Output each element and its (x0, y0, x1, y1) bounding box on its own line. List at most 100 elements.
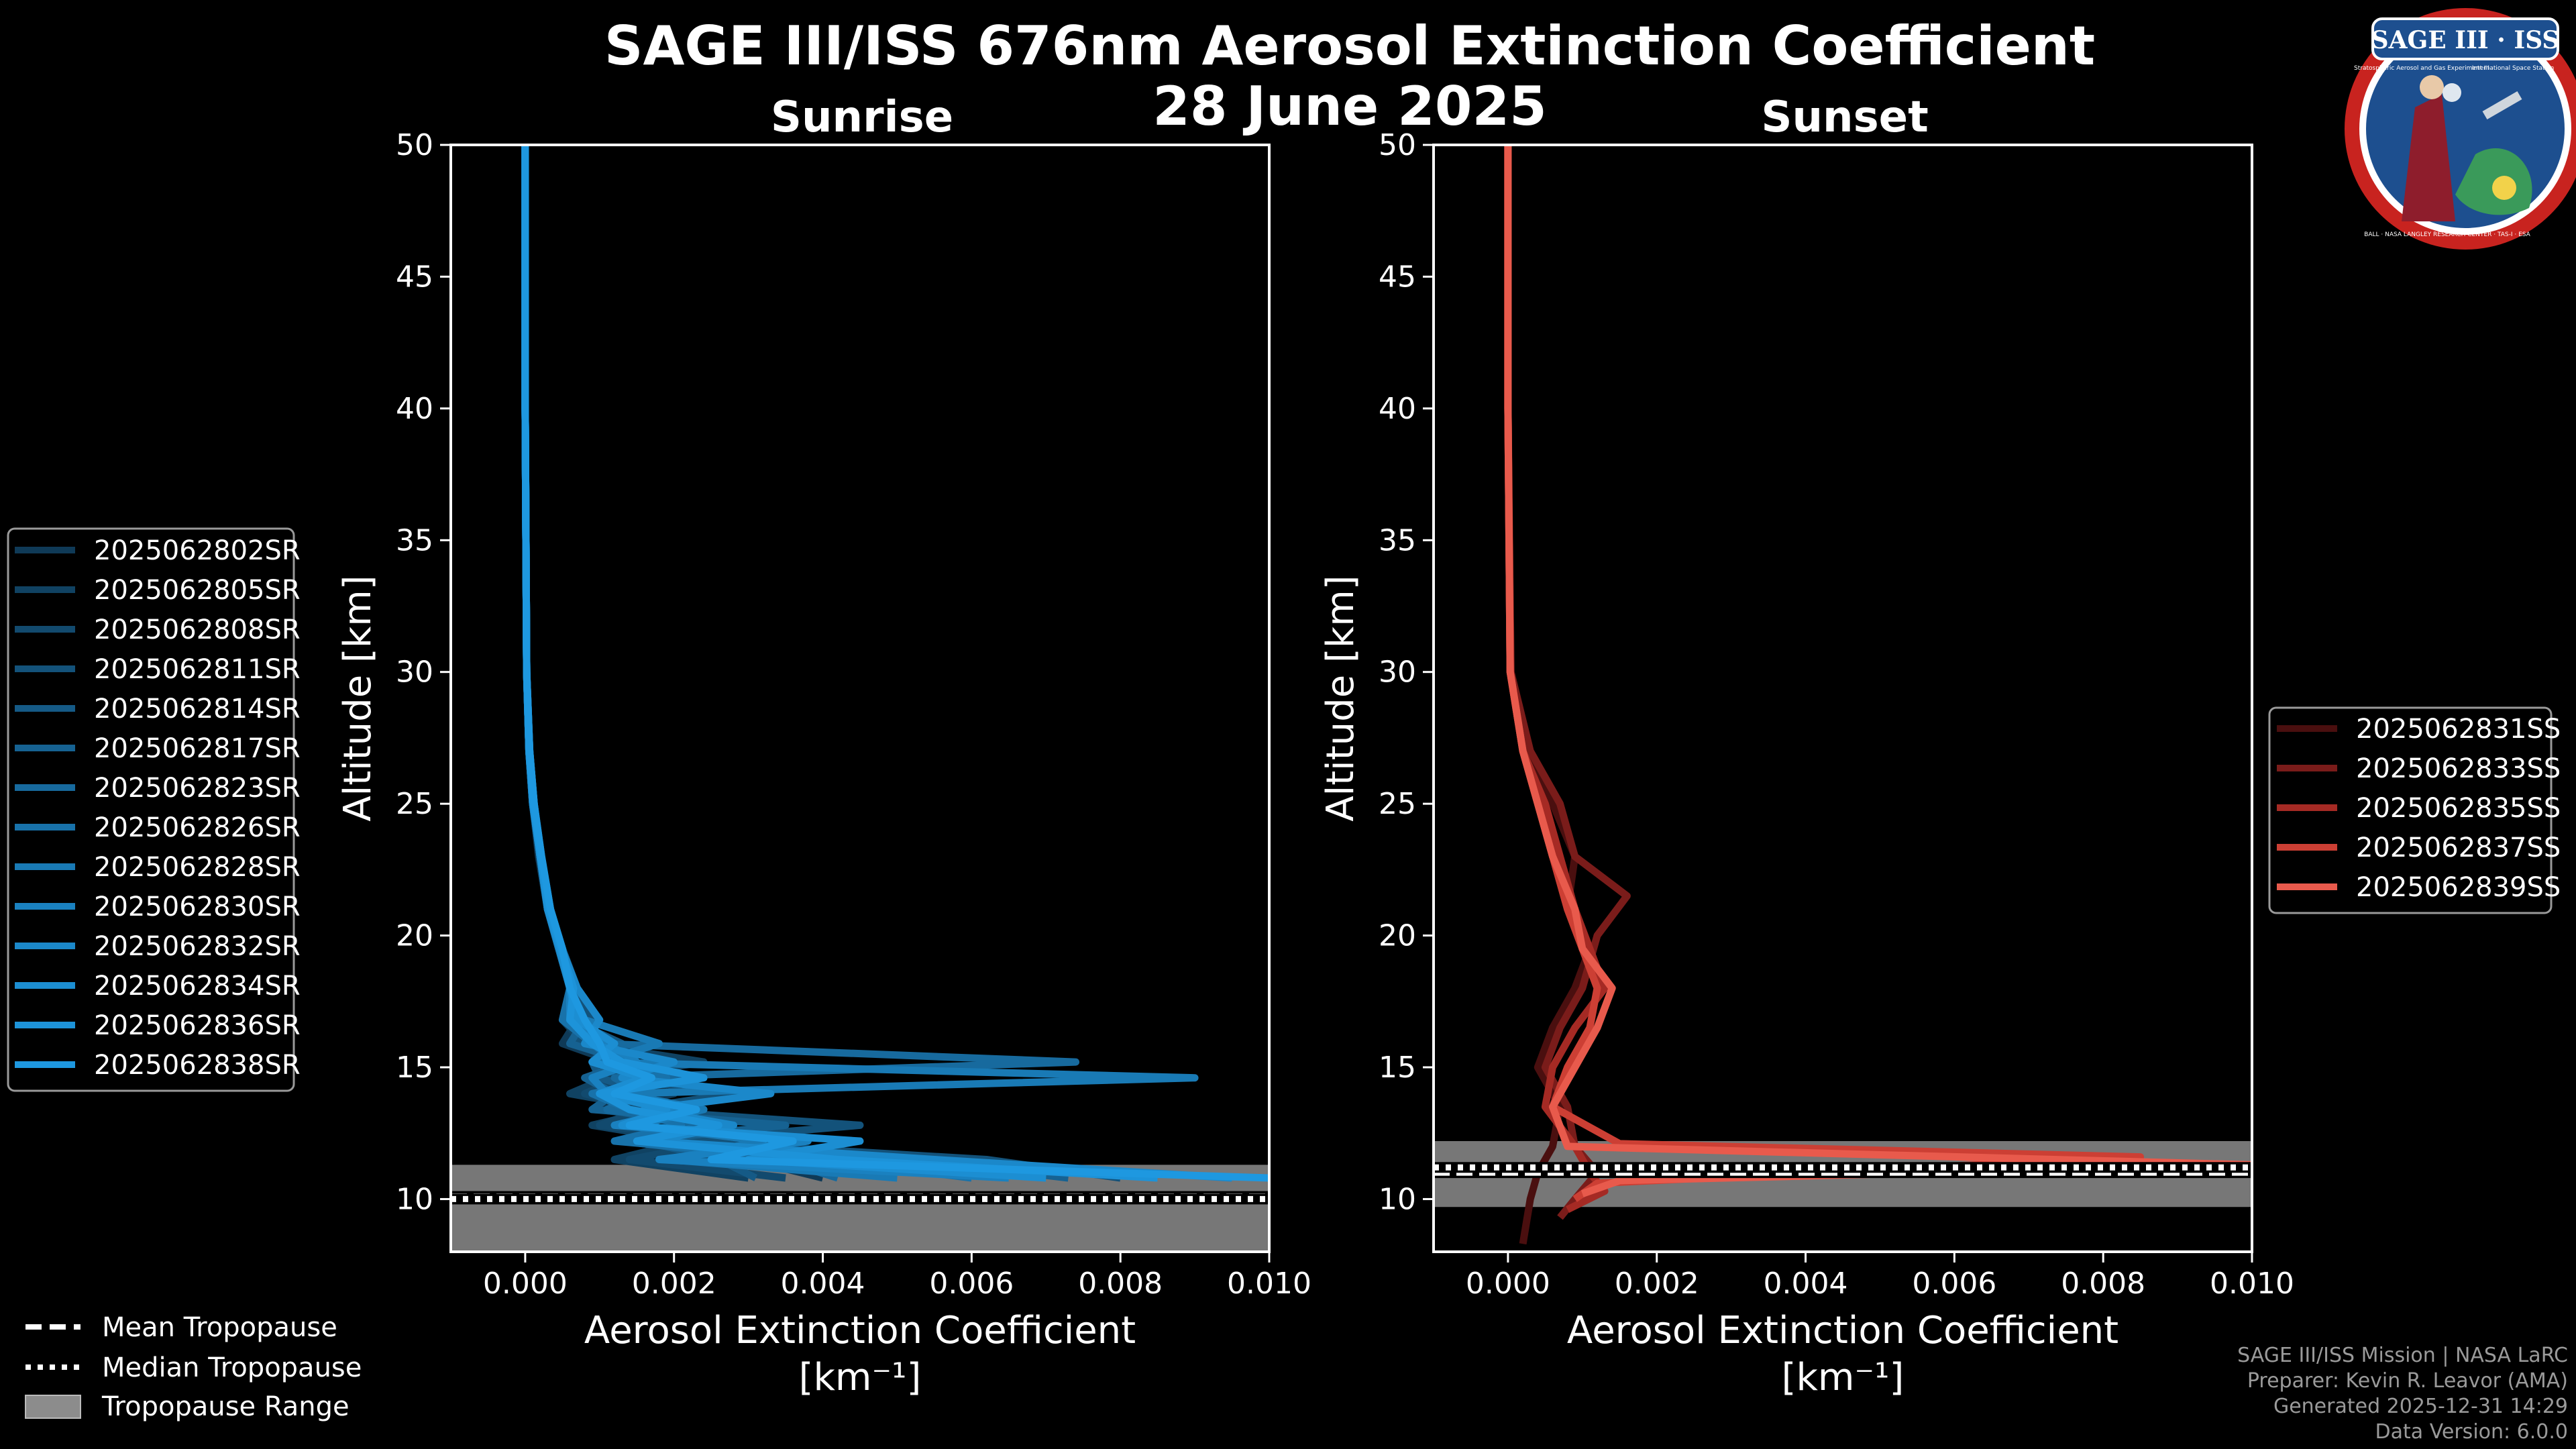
x-tick-label: 0.008 (2061, 1267, 2145, 1301)
logo-subtitle-right: International Space Station (2472, 65, 2555, 72)
x-tick-label: 0.000 (1466, 1267, 1550, 1301)
legend-label: 2025062814SR (94, 694, 301, 724)
y-tick-label: 20 (1379, 919, 1416, 953)
y-tick-label: 15 (396, 1051, 433, 1085)
sage-iii-iss-logo: SAGE III · ISS Stratospheric Aerosol and… (2345, 8, 2576, 250)
y-tick-label: 20 (396, 919, 433, 953)
x-tick-label: 0.004 (781, 1267, 865, 1301)
profile-line-2025062814SR (521, 145, 758, 1181)
x-axis-units: [km⁻¹] (1782, 1356, 1904, 1399)
logo-banner (2371, 17, 2559, 60)
legend-label: 2025062823SR (94, 773, 301, 804)
legend-label: 2025062831SS (2356, 714, 2561, 745)
sunset-panel: 0.000 0.002 0.004 0.006 0.008 0.010 10 15 20 25 30… (1319, 128, 2294, 1399)
y-tick-label: 25 (1379, 787, 1416, 821)
plot-frame (449, 144, 1271, 1253)
profile-line-2025062836SR (521, 145, 1158, 1182)
y-tick-label: 35 (396, 523, 433, 557)
legend-label: 2025062837SS (2356, 833, 2561, 863)
logo-space-station (2482, 91, 2522, 120)
logo-figure-robe (2402, 94, 2455, 221)
legend-label: 2025062838SR (94, 1050, 301, 1081)
y-tick-label: 50 (1379, 128, 1416, 162)
x-tick-label: 0.010 (2210, 1267, 2294, 1301)
legend-label: 2025062833SS (2356, 753, 2561, 784)
tropopause-range-label: Tropopause Range (101, 1391, 350, 1422)
credits-version: Data Version: 6.0.0 (2375, 1420, 2568, 1444)
profile-line-2025062823SR (521, 145, 1080, 1182)
legend-label: 2025062834SR (94, 971, 301, 1002)
logo-earth-land (2455, 148, 2532, 215)
x-axis-label: Aerosol Extinction Coefficient (584, 1309, 1136, 1352)
legend-frame (7, 527, 295, 1092)
plot-frame (1432, 144, 2253, 1253)
y-tick-label: 35 (1379, 523, 1416, 557)
profile-line-2025062838SR (521, 145, 1269, 1182)
x-tick-label: 0.006 (929, 1267, 1014, 1301)
legend-label: 2025062808SR (94, 614, 301, 645)
y-tick-label: 30 (396, 655, 433, 690)
y-tick-label: 40 (1379, 392, 1416, 426)
legend-label: 2025062830SR (94, 892, 301, 922)
profile-line-2025062828SR (521, 145, 1199, 1182)
y-tick-label: 40 (396, 392, 433, 426)
sunrise-panel: 0.000 0.002 0.004 0.006 0.008 0.010 10 15 20 25 30… (336, 128, 1311, 1399)
chart-date: 28 June 2025 (1152, 75, 1547, 138)
x-axis-units: [km⁻¹] (799, 1356, 922, 1399)
mean-tropopause-label: Mean Tropopause (102, 1312, 337, 1343)
y-tick-label: 10 (396, 1182, 433, 1216)
tropopause-legend: Mean Tropopause Median Tropopause Tropop… (25, 1312, 362, 1422)
legend-label: 2025062817SR (94, 733, 301, 764)
legend-label: 2025062839SS (2356, 872, 2561, 903)
x-tick-label: 0.006 (1912, 1267, 1996, 1301)
logo-subtitle-left: Stratospheric Aerosol and Gas Experiment… (2354, 65, 2489, 72)
legend-label: 2025062826SR (94, 812, 301, 843)
x-axis-label: Aerosol Extinction Coefficient (1567, 1309, 2118, 1352)
legend-label: 2025062828SR (94, 852, 301, 883)
legend-label: 2025062805SR (94, 575, 301, 606)
profile-line-2025062832SR (521, 145, 1232, 1182)
y-axis-label: Altitude [km] (1319, 575, 1362, 821)
chart-title: SAGE III/ISS 676nm Aerosol Extinction Co… (604, 15, 2096, 77)
panel-title-sunset: Sunset (1761, 93, 1928, 142)
y-tick-label: 50 (396, 128, 433, 162)
x-tick-label: 0.002 (632, 1267, 716, 1301)
logo-text: SAGE III · ISS (2371, 26, 2560, 54)
x-tick-label: 0.004 (1764, 1267, 1848, 1301)
profile-line-2025062837SS (1504, 145, 2145, 1202)
sunrise-legend: 2025062802SR 2025062805SR 2025062808SR 2025… (7, 527, 301, 1092)
logo-moon (2443, 83, 2461, 102)
credits-generated: Generated 2025-12-31 14:29 (2273, 1395, 2568, 1418)
legend-label: 2025062835SS (2356, 793, 2561, 824)
profile-line-2025062805SR (521, 145, 749, 1182)
legend-label: 2025062802SR (94, 535, 301, 566)
profile-line-2025062839SS (1504, 145, 2252, 1197)
y-axis-label: Altitude [km] (336, 575, 380, 821)
logo-sun (2492, 176, 2516, 200)
profile-line-2025062833SS (1504, 145, 1631, 1220)
y-tick-label: 45 (1379, 260, 1416, 294)
legend-label: 2025062832SR (94, 931, 301, 962)
credits-mission: SAGE III/ISS Mission | NASA LaRC (2237, 1344, 2568, 1367)
y-tick-label: 10 (1379, 1182, 1416, 1216)
logo-figure-head (2420, 75, 2444, 99)
y-tick-label: 15 (1379, 1051, 1416, 1085)
x-tick-label: 0.010 (1227, 1267, 1311, 1301)
panel-title-sunrise: Sunrise (771, 93, 953, 142)
credits-footer: SAGE III/ISS Mission | NASA LaRC Prepare… (2237, 1343, 2568, 1445)
y-tick-label: 30 (1379, 655, 1416, 690)
x-tick-label: 0.002 (1615, 1267, 1699, 1301)
credits-preparer: Preparer: Kevin R. Leavor (AMA) (2247, 1369, 2568, 1393)
x-tick-label: 0.008 (1078, 1267, 1163, 1301)
profile-line-2025062811SR (521, 145, 1121, 1182)
legend-label: 2025062811SR (94, 654, 301, 685)
x-tick-label: 0.000 (483, 1267, 568, 1301)
legend-label: 2025062836SR (94, 1010, 301, 1041)
tropopause-range-swatch (25, 1395, 81, 1419)
profile-line-2025062835SS (1504, 145, 1609, 1214)
sunset-legend: 2025062831SS 2025062833SS 2025062835SS 2025… (2268, 706, 2561, 914)
logo-ring-text: BALL · NASA LANGLEY RESEARCH CENTER · TA… (2364, 231, 2531, 238)
legend-frame (2268, 706, 2553, 914)
median-tropopause-label: Median Tropopause (102, 1352, 362, 1383)
